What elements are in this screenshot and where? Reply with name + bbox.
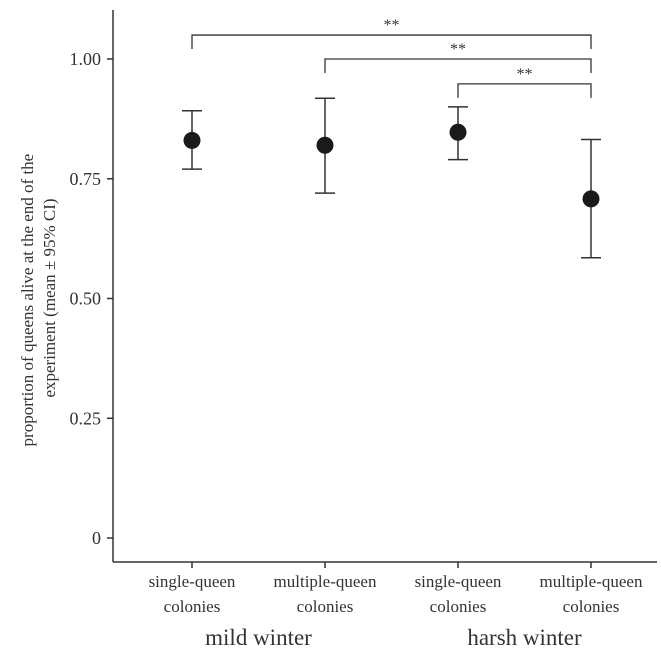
significance-label: ** (517, 66, 533, 83)
y-ticks: 0 0.25 0.50 0.75 1.00 (70, 49, 113, 548)
significance-label: ** (450, 41, 466, 58)
significance-label: ** (384, 17, 400, 34)
data-points (182, 97, 601, 259)
group-labels: mild winter harsh winter (205, 625, 582, 650)
x-category-label-line-2: colonies (297, 597, 354, 616)
y-axis-title: proportion of queens alive at the end of… (18, 150, 59, 447)
significance-bracket (191, 34, 592, 50)
group-label: harsh winter (467, 625, 582, 650)
y-tick-label: 1.00 (70, 49, 102, 69)
x-category-label-line-1: single-queen (149, 572, 236, 591)
x-category-label-line-2: colonies (430, 597, 487, 616)
significance-bracket (324, 58, 592, 73)
mean-point (316, 136, 334, 154)
y-axis-title-line-2: experiment (mean ± 95% CI) (40, 198, 59, 397)
y-tick-label: 0 (92, 528, 101, 548)
x-category-label-line-2: colonies (164, 597, 221, 616)
significance-brackets: ** ** ** (191, 17, 592, 98)
y-tick-label: 0.25 (70, 408, 102, 428)
mean-point (449, 123, 467, 141)
x-category-label-line-1: single-queen (415, 572, 502, 591)
mean-point (183, 131, 201, 149)
y-axis-title-line-1: proportion of queens alive at the end of… (18, 154, 37, 447)
group-label: mild winter (205, 625, 312, 650)
significance-bracket (457, 83, 592, 98)
x-category-label-line-2: colonies (563, 597, 620, 616)
x-category-label-line-1: multiple-queen (540, 572, 643, 591)
x-category-label-line-1: multiple-queen (274, 572, 377, 591)
y-tick-label: 0.50 (70, 289, 102, 309)
y-tick-label: 0.75 (70, 169, 102, 189)
x-category-labels: single-queen colonies multiple-queen coloni… (149, 562, 643, 616)
mean-point (582, 190, 600, 208)
